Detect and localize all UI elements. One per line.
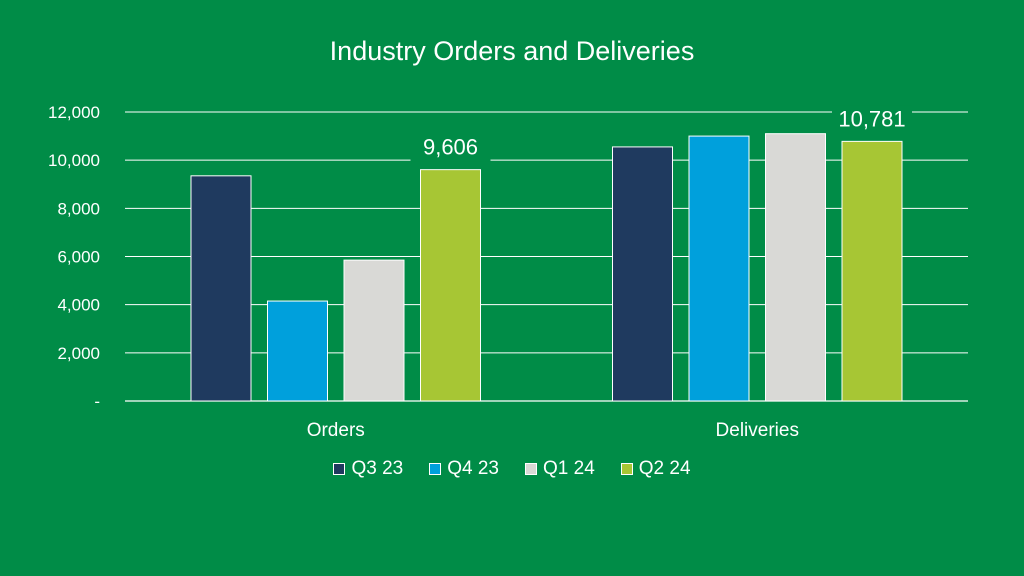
legend-swatch bbox=[429, 463, 442, 475]
legend-swatch bbox=[525, 463, 537, 475]
y-tick-label: - bbox=[94, 392, 100, 411]
x-category-label: Orders bbox=[307, 420, 365, 441]
bar-deliveries-q3-23 bbox=[612, 146, 673, 402]
chart-title: Industry Orders and Deliveries bbox=[329, 36, 695, 66]
bar-orders-q4-23 bbox=[267, 300, 328, 402]
y-tick-label: 12,000 bbox=[48, 103, 100, 122]
bar-orders-q1-24 bbox=[343, 259, 405, 402]
legend-item: Q4 23 bbox=[429, 458, 499, 480]
chart-legend: Q3 23 Q4 23 Q1 24 Q2 24 bbox=[0, 458, 1024, 480]
y-tick-label: 2,000 bbox=[57, 344, 100, 363]
legend-item: Q2 24 bbox=[620, 458, 691, 480]
bar-deliveries-q2-24 bbox=[841, 140, 903, 402]
y-tick-label: 10,000 bbox=[48, 151, 100, 170]
data-label-background bbox=[832, 105, 912, 134]
y-tick-label: 8,000 bbox=[57, 199, 100, 218]
data-label-background bbox=[410, 133, 491, 162]
legend-label: Q1 24 bbox=[543, 458, 595, 479]
data-label: 9,606 bbox=[423, 135, 478, 160]
bar-orders-q3-23 bbox=[190, 175, 252, 402]
y-tick-label: 4,000 bbox=[57, 296, 100, 315]
legend-item: Q3 23 bbox=[333, 458, 403, 480]
legend-label: Q3 23 bbox=[351, 458, 404, 479]
bar-deliveries-q1-24 bbox=[765, 133, 826, 402]
legend-swatch bbox=[620, 463, 633, 475]
legend-swatch bbox=[333, 463, 346, 475]
x-category-label: Deliveries bbox=[716, 420, 799, 441]
data-label: 10,781 bbox=[838, 106, 905, 131]
y-tick-label: 6,000 bbox=[57, 248, 100, 267]
legend-item: Q1 24 bbox=[525, 458, 595, 480]
legend-label: Q4 23 bbox=[447, 458, 499, 479]
legend-label: Q2 24 bbox=[638, 458, 691, 479]
bar-deliveries-q4-23 bbox=[688, 135, 750, 402]
bar-orders-q2-24 bbox=[420, 169, 481, 402]
